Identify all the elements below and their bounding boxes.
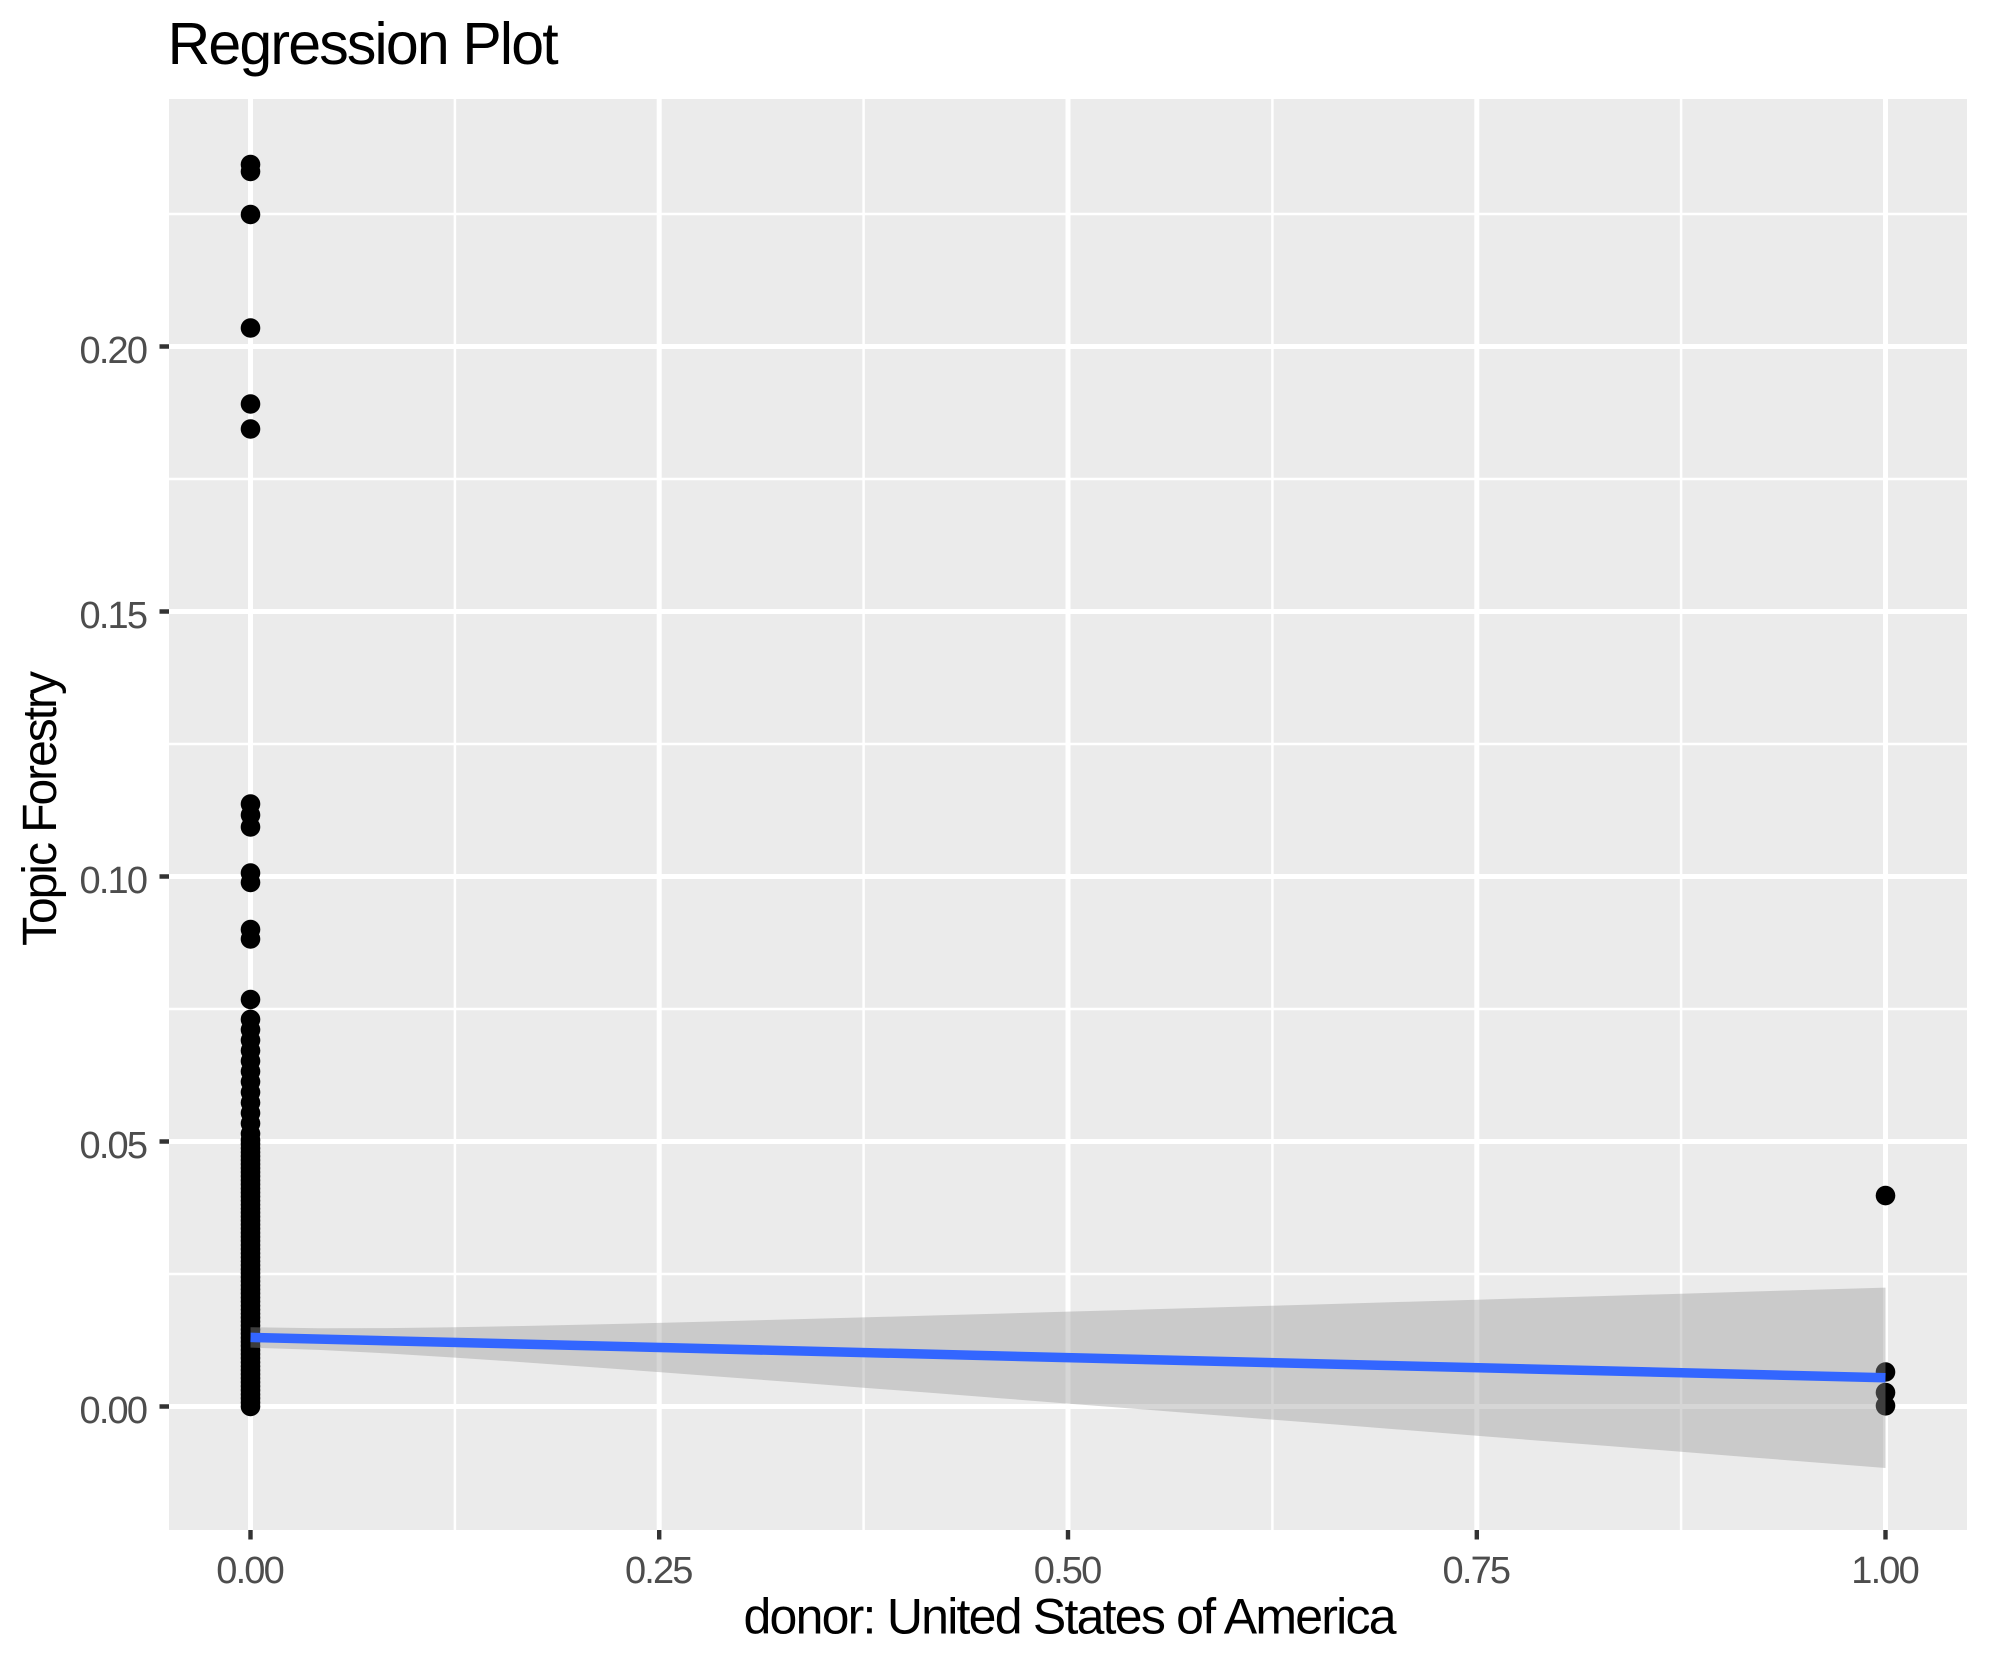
svg-text:donor: United States of Americ: donor: United States of America [744,1589,1397,1645]
svg-text:0.75: 0.75 [1443,1550,1512,1592]
svg-text:0.00: 0.00 [216,1550,285,1592]
svg-text:0.25: 0.25 [625,1550,694,1592]
svg-text:Topic Forestry: Topic Forestry [14,671,67,946]
svg-text:0.20: 0.20 [80,330,149,372]
svg-text:0.50: 0.50 [1034,1550,1103,1592]
svg-text:0.10: 0.10 [80,860,149,902]
svg-text:1.00: 1.00 [1851,1550,1920,1592]
svg-text:Regression Plot: Regression Plot [168,11,559,77]
svg-text:0.05: 0.05 [80,1125,149,1167]
svg-text:0.00: 0.00 [80,1390,149,1432]
svg-text:0.15: 0.15 [80,595,149,637]
